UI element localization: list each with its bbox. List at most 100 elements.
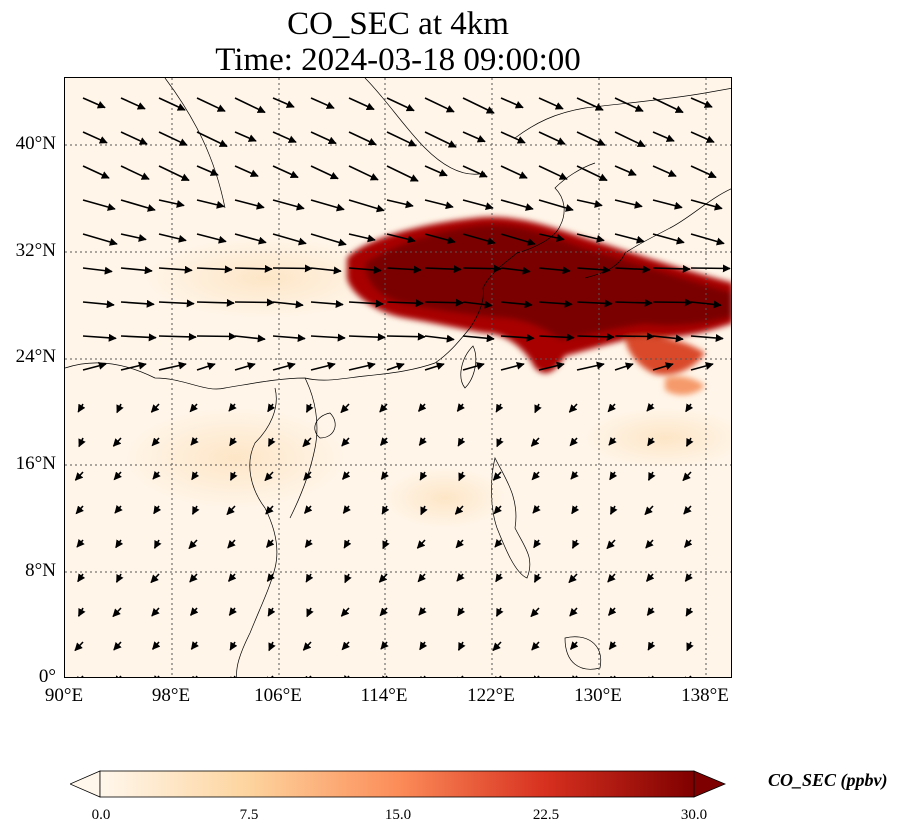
wind-arrow [614,165,637,176]
wind-arrow [82,199,116,211]
wind-arrow [267,607,276,617]
plot-title: CO_SEC at 4km [287,6,509,42]
wind-arrow [606,539,616,550]
lon-tick-130e: 130°E [574,685,622,706]
wind-arrow [530,437,540,447]
wind-arrow [576,97,604,111]
wind-arrow [234,362,256,371]
wind-arrow [191,505,200,515]
wind-arrow [82,131,108,144]
wind-arrow [576,233,605,243]
wind-arrow [492,471,502,481]
wind-arrow [386,362,405,371]
wind-arrow [538,333,575,342]
wind-arrow [268,641,276,652]
wind-arrow [267,403,276,413]
wind-arrow [229,437,238,447]
wind-arrow [685,403,694,413]
wind-arrow [348,333,386,342]
wind-arrow [82,333,117,342]
wind-arrow [196,233,227,244]
wind-arrow [457,437,466,447]
wind-arrow [652,97,684,114]
wind-arrow [120,131,148,145]
wind-arrow [608,641,617,650]
wind-arrow [265,539,275,548]
wind-arrow [690,362,714,371]
wind-arrow [272,300,304,309]
wind-arrow [683,539,693,548]
lat-tick-40n: 40°N [15,133,56,154]
wind-arrow [454,505,464,515]
wind-arrow [158,165,190,182]
wind-arrow [310,266,342,275]
wind-arrow [379,403,388,413]
wind-arrow [576,332,615,341]
wind-arrow [455,539,464,549]
wind-arrow [614,131,646,148]
wind-arrow [310,361,336,371]
wind-arrow [310,300,344,309]
wind-arrow [112,607,122,618]
wind-arrow [576,265,611,274]
wind-arrow [196,131,228,148]
wind-arrow [494,538,503,548]
wind-arrow [348,233,376,243]
wind-arrow [614,362,634,371]
wind-arrow [576,361,605,371]
wind-arrow [341,471,351,480]
wind-arrow [196,298,235,307]
colorbar-min-extend [70,770,101,798]
wind-arrow [424,165,448,177]
wind-arrow [462,165,488,178]
wind-arrow [234,131,257,142]
lon-tick-122e: 122°E [467,685,515,706]
wind-arrow [419,641,428,651]
wind-arrow [158,361,187,371]
wind-arrow [424,362,445,371]
wind-arrow [614,265,651,274]
wind-arrow [456,403,465,412]
wind-arrow [189,607,199,616]
wind-arrow [386,131,417,147]
wind-arrow [382,539,390,550]
colorbar [70,770,726,798]
wind-arrow [115,573,124,583]
wind-arrow [310,233,347,247]
wind-arrow [227,573,237,582]
wind-arrow [614,97,644,112]
wind-arrow [196,165,219,176]
wind-arrow [348,266,382,275]
wind-arrow [424,97,455,113]
wind-arrow [386,299,424,308]
lon-tick-90e: 90°E [44,685,84,706]
wind-arrow [196,265,233,274]
wind-arrow [310,333,346,342]
wind-arrow [196,362,216,371]
wind-arrow [533,573,542,583]
wind-arrow [158,265,193,274]
wind-arrow [418,606,427,616]
wind-arrow [152,470,161,480]
wind-arrow [690,165,717,179]
wind-arrow [77,403,86,413]
wind-arrow [424,334,455,343]
wind-arrow [576,131,606,146]
wind-arrow [234,97,266,114]
wind-arrow [82,300,115,309]
wind-arrow [424,233,456,245]
wind-arrow [462,300,493,309]
background-field [65,78,731,677]
wind-arrow [424,265,462,274]
wind-arrow [495,403,504,413]
haze-patches [125,238,731,528]
wind-arrow [77,573,86,583]
wind-arrow [310,199,345,212]
wind-arrow [686,641,694,652]
wind-arrow [304,539,313,548]
wind-arrow [647,437,656,447]
wind-arrow [158,131,188,146]
wind-arrow [576,165,608,182]
wind-arrow [538,165,568,180]
wind-arrow [690,233,725,246]
